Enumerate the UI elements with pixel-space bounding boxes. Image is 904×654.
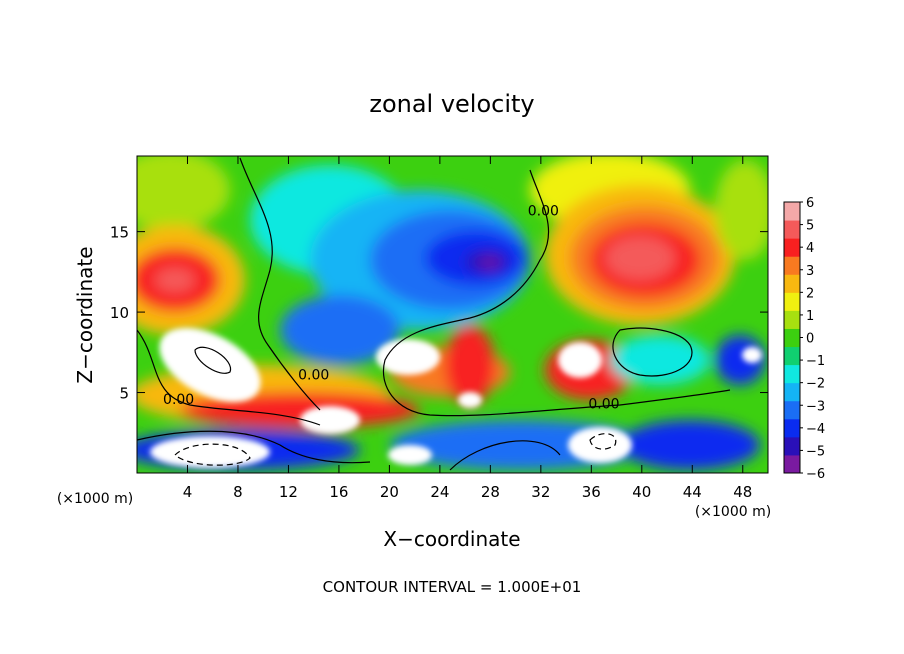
y-tick-label: 15	[110, 224, 129, 242]
colorbar-tick-label: 1	[806, 309, 814, 324]
field-region	[155, 268, 195, 292]
colorbar-segment	[784, 202, 800, 221]
contour-label: 0.00	[163, 392, 194, 408]
contour-labels: 0.00 0.00 0.00 0.00	[163, 204, 619, 413]
x-axis-ticks: 4 8 12 16 20 24 28 32 36 40 44 48	[183, 156, 752, 501]
heatmap-field	[137, 156, 768, 473]
colorbar-segment	[784, 328, 800, 348]
colorbar-segment	[784, 436, 800, 456]
saturated-region	[300, 406, 360, 434]
dashed-contour-line	[589, 433, 617, 450]
field-region	[605, 236, 675, 280]
contour-label: 0.00	[298, 368, 329, 384]
colorbar-segment	[784, 382, 800, 402]
colorbar-segment	[784, 364, 800, 384]
colorbar-tick-label: 4	[806, 241, 814, 256]
x-tick-label: 16	[329, 483, 348, 501]
colorbar-tick-label: 3	[806, 264, 814, 279]
y-axis-label: Z−coordinate	[73, 246, 97, 383]
x-axis-label: X−coordinate	[383, 527, 520, 551]
x-tick-label: 40	[632, 483, 651, 501]
contour-label: 0.00	[588, 397, 619, 413]
x-tick-label: 32	[531, 483, 550, 501]
y-tick-label: 5	[119, 385, 129, 403]
y-tick-label: 10	[110, 304, 129, 322]
colorbar-tick-label: 5	[806, 219, 814, 234]
field-region	[137, 156, 230, 230]
colorbar	[783, 201, 801, 474]
x-tick-label: 4	[183, 483, 193, 501]
saturated-region	[568, 427, 632, 463]
dashed-contour-line	[174, 443, 251, 466]
saturated-region	[458, 392, 482, 408]
field-region	[280, 295, 400, 365]
colorbar-tick-label: −5	[806, 444, 825, 459]
colorbar-segment	[784, 400, 800, 420]
x-unit-left: (×1000 m)	[57, 491, 133, 507]
field-region	[715, 160, 768, 260]
colorbar-segment	[784, 346, 800, 366]
chart-title: zonal velocity	[369, 90, 534, 118]
x-tick-label: 12	[279, 483, 298, 501]
colorbar-segment	[784, 274, 800, 293]
y-axis-ticks: 5 10 15	[110, 224, 768, 403]
x-tick-label: 44	[683, 483, 702, 501]
plot-frame	[136, 155, 769, 474]
colorbar-tick-label: −4	[806, 422, 825, 437]
x-tick-label: 28	[481, 483, 500, 501]
contour-line	[194, 346, 231, 374]
colorbar-segment	[784, 310, 800, 329]
field-region	[445, 325, 495, 405]
x-tick-label: 36	[582, 483, 601, 501]
colorbar-tick-label: −6	[806, 467, 825, 482]
saturated-region	[159, 328, 261, 402]
saturated-region	[150, 436, 270, 468]
x-tick-label: 48	[733, 483, 752, 501]
zero-contour-line	[239, 157, 321, 411]
x-unit-right: (×1000 m)	[695, 504, 771, 520]
colorbar-tick-label: −1	[806, 354, 825, 369]
colorbar-segment	[784, 454, 800, 474]
field-region	[620, 420, 760, 470]
colorbar-ticks: 6 5 4 3 2 1 0 −1 −2 −3 −4 −5 −6	[800, 196, 825, 482]
colorbar-tick-label: 0	[806, 332, 814, 347]
colorbar-segment	[784, 256, 800, 275]
x-tick-label: 24	[430, 483, 449, 501]
colorbar-tick-label: −2	[806, 377, 825, 392]
contour-label: 0.00	[528, 204, 559, 220]
colorbar-segment	[784, 292, 800, 311]
field-region	[610, 335, 710, 385]
saturated-region	[742, 347, 762, 363]
colorbar-segment	[784, 220, 800, 239]
contour-interval-text: CONTOUR INTERVAL = 1.000E+01	[323, 578, 582, 596]
zero-contour-line	[612, 327, 693, 377]
colorbar-segment	[784, 238, 800, 257]
colorbar-tick-label: 2	[806, 286, 814, 301]
zero-contour-line	[137, 329, 321, 426]
colorbar-tick-label: −3	[806, 399, 825, 414]
zero-contour-line	[449, 440, 561, 471]
x-tick-label: 20	[380, 483, 399, 501]
colorbar-segment	[784, 418, 800, 438]
field-region	[481, 258, 499, 268]
zero-contour-line	[383, 169, 731, 417]
x-tick-label: 8	[233, 483, 243, 501]
colorbar-tick-label: 6	[806, 196, 814, 211]
saturated-region	[376, 339, 440, 375]
saturated-region	[388, 445, 432, 465]
saturated-region	[558, 342, 602, 378]
zero-contour-line	[137, 430, 371, 464]
